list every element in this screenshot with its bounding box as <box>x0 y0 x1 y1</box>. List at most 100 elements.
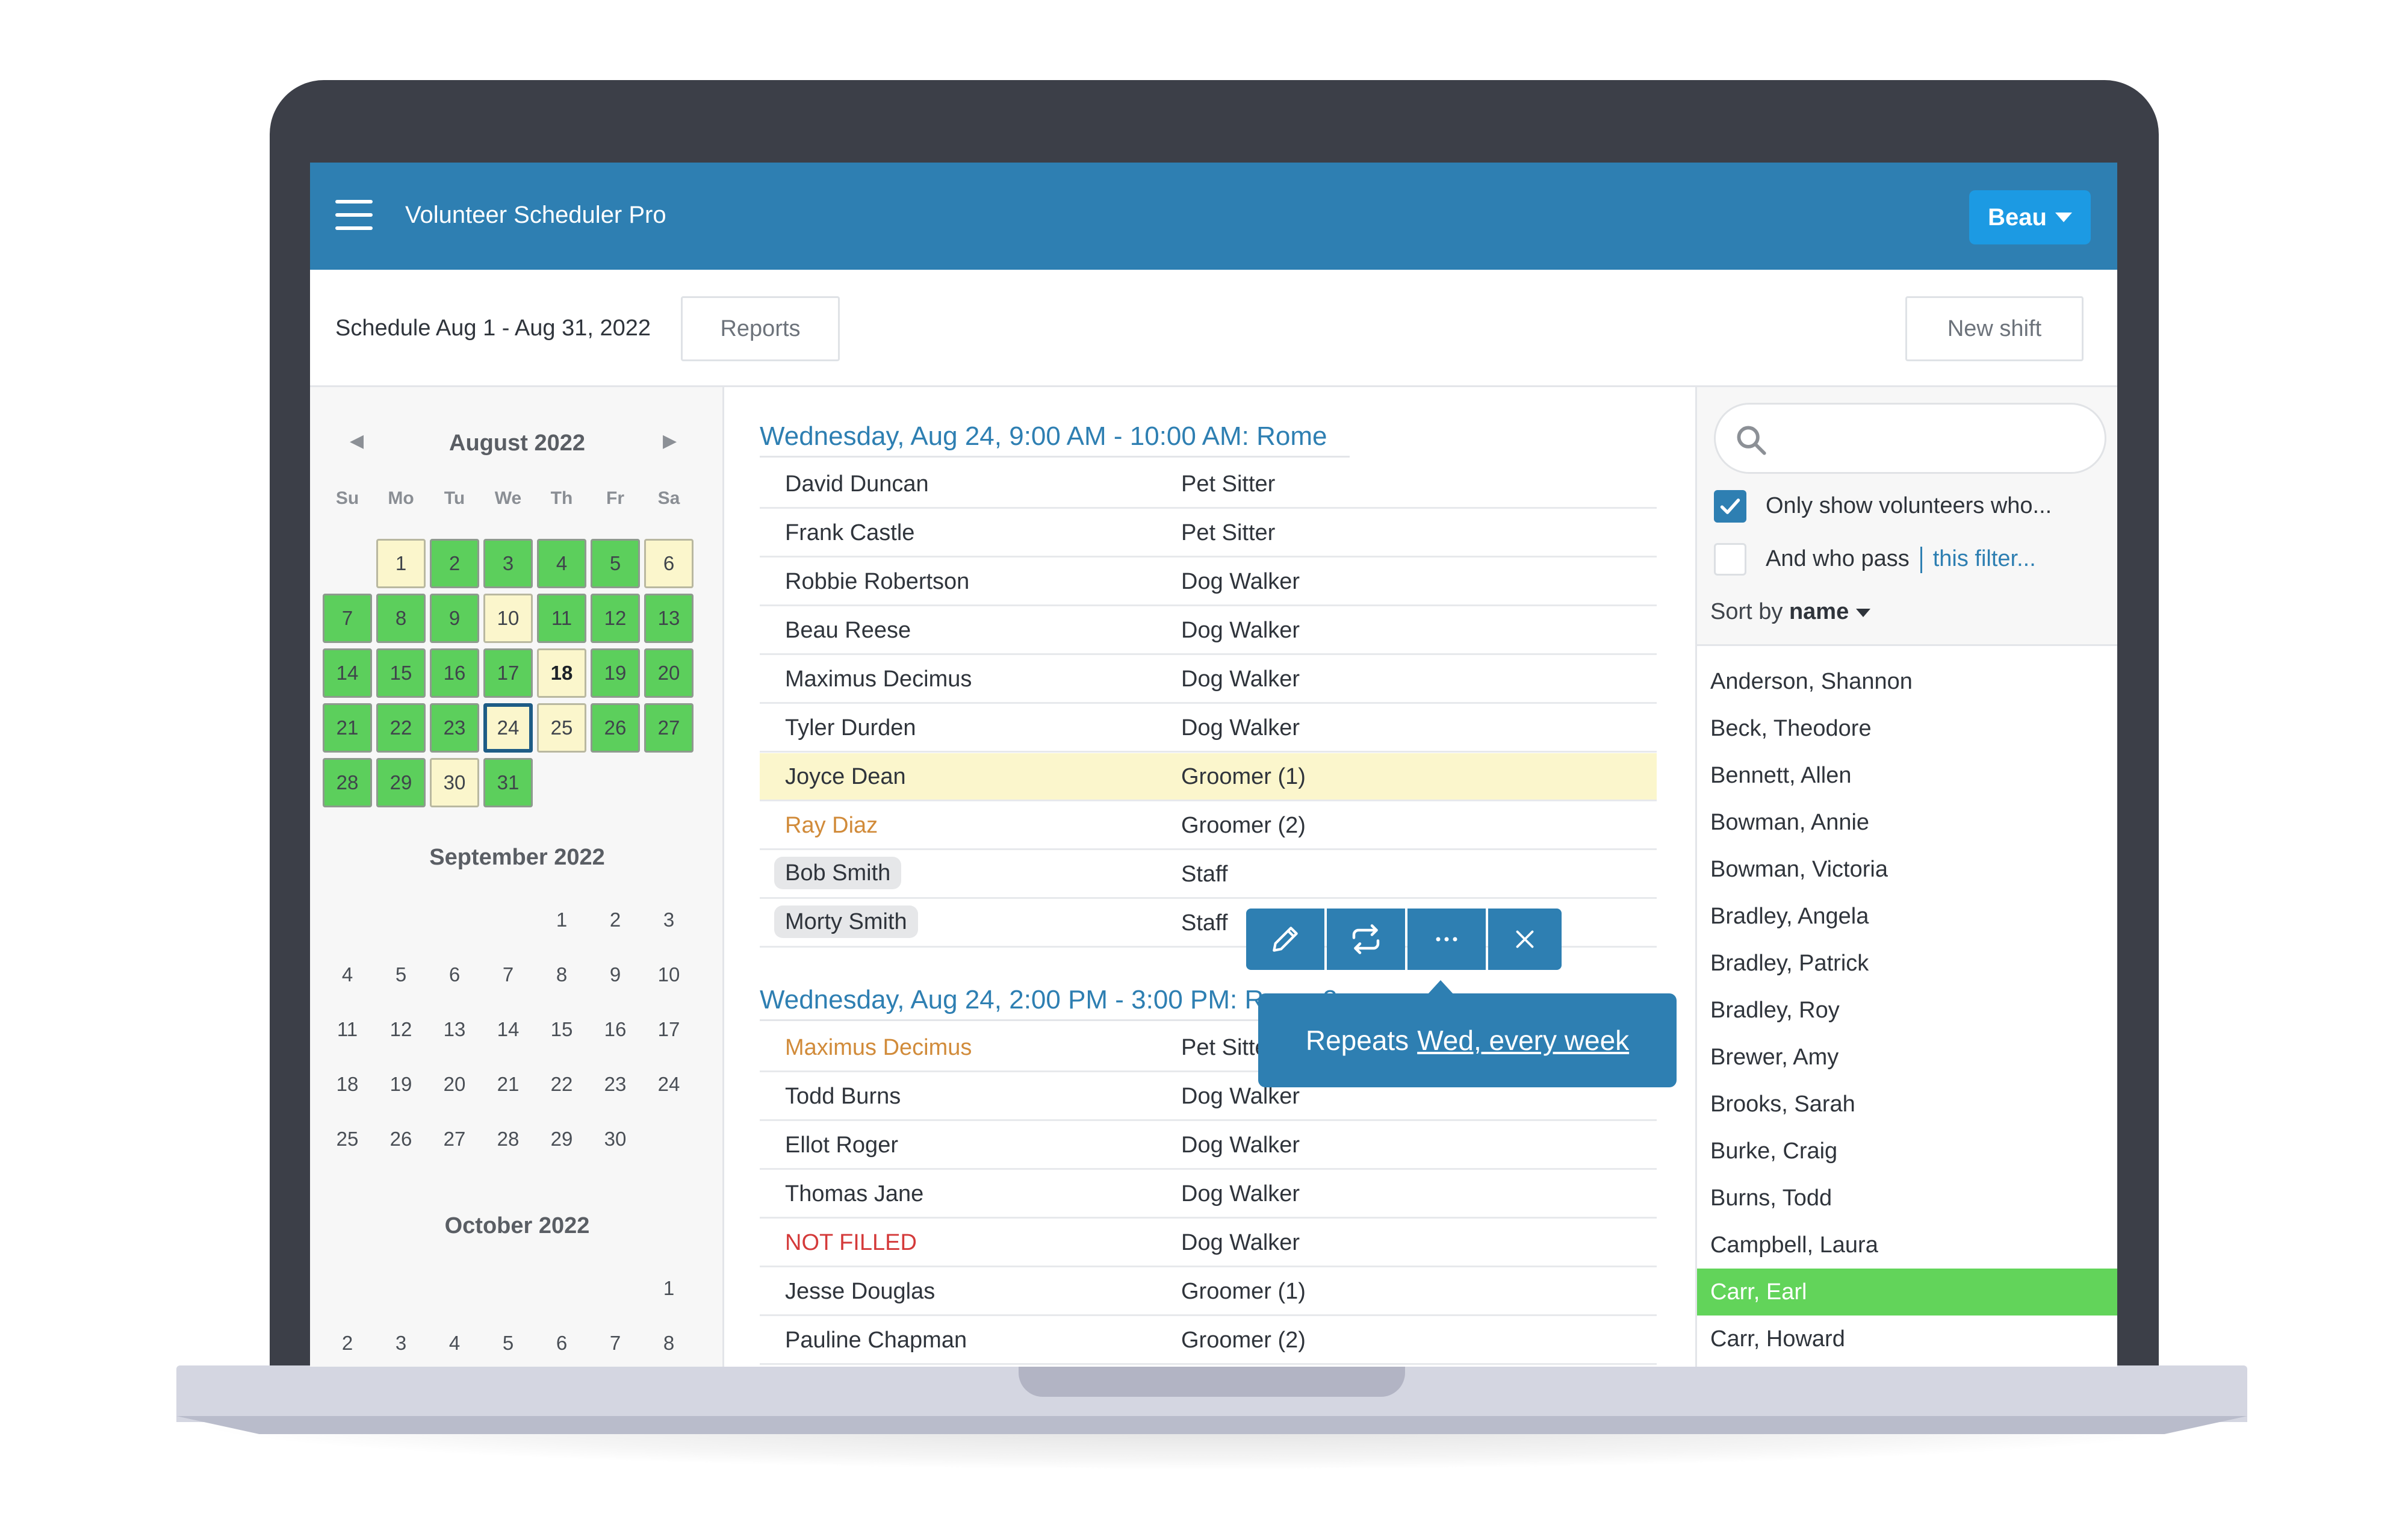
calendar-day[interactable]: 27 <box>443 1128 466 1150</box>
shift-row[interactable]: Beau Reese Dog Walker <box>760 607 1657 655</box>
volunteer-name[interactable]: Todd Burns <box>785 1084 901 1109</box>
calendar-day[interactable]: 13 <box>443 1018 466 1040</box>
calendar-day[interactable]: 16 <box>430 648 479 698</box>
calendar-day[interactable]: 8 <box>663 1332 675 1354</box>
shift-row[interactable]: Ellot Roger Dog Walker <box>760 1122 1657 1170</box>
calendar-day[interactable]: 7 <box>502 963 514 986</box>
shift-row[interactable]: Pauline Chapman Groomer (2) <box>760 1317 1657 1365</box>
remove-button[interactable] <box>1488 909 1562 970</box>
shift-title[interactable]: Wednesday, Aug 24, 2:00 PM - 3:00 PM: Ro… <box>760 985 1338 1014</box>
reports-button[interactable]: Reports <box>681 296 840 361</box>
calendar-day[interactable]: 6 <box>556 1332 568 1354</box>
more-options-button[interactable] <box>1407 909 1486 970</box>
volunteer-list-item[interactable]: Beck, Theodore <box>1710 716 1872 741</box>
calendar-day[interactable]: 19 <box>591 648 640 698</box>
shift-row[interactable]: Bob Smith Staff <box>760 851 1657 899</box>
calendar-day[interactable]: 17 <box>483 648 533 698</box>
volunteer-list-item[interactable]: Carr, Howard <box>1710 1326 1845 1352</box>
calendar-day[interactable]: 31 <box>483 758 533 807</box>
calendar-day[interactable]: 19 <box>389 1073 412 1095</box>
volunteer-list-item[interactable]: Bradley, Roy <box>1710 998 1840 1023</box>
volunteer-list-item[interactable]: Carr, Earl <box>1697 1269 2117 1316</box>
volunteer-name[interactable]: Jesse Douglas <box>785 1279 936 1304</box>
volunteer-name[interactable]: Frank Castle <box>785 520 915 545</box>
volunteer-list-item[interactable]: Bennett, Allen <box>1710 763 1852 788</box>
calendar-day[interactable]: 9 <box>609 963 621 986</box>
calendar-day[interactable]: 22 <box>376 703 426 753</box>
shift-row[interactable]: David Duncan Pet Sitter <box>760 461 1657 509</box>
volunteer-list-item[interactable]: Anderson, Shannon <box>1710 669 1913 694</box>
volunteer-list-item[interactable]: Bowman, Annie <box>1710 810 1870 835</box>
calendar-day[interactable]: 8 <box>556 963 568 986</box>
shift-row[interactable]: Jesse Douglas Groomer (1) <box>760 1268 1657 1316</box>
shift-row[interactable]: Maximus Decimus Dog Walker <box>760 656 1657 704</box>
next-month-arrow-icon[interactable]: ▶ <box>663 431 677 451</box>
repeat-rule-link[interactable]: Wed, every week <box>1417 1025 1630 1056</box>
calendar-day[interactable]: 12 <box>389 1018 412 1040</box>
user-menu-button[interactable]: Beau <box>1969 190 2091 244</box>
filter-link[interactable]: this filter... <box>1932 546 2036 571</box>
hamburger-menu-icon[interactable] <box>335 200 373 230</box>
calendar-day[interactable]: 12 <box>591 594 640 643</box>
calendar-day[interactable]: 25 <box>336 1128 359 1150</box>
volunteer-list-item[interactable]: Burke, Craig <box>1710 1138 1838 1164</box>
volunteer-name[interactable]: Joyce Dean <box>785 764 906 789</box>
repeat-button[interactable] <box>1327 909 1405 970</box>
shift-row[interactable]: Joyce Dean Groomer (1) <box>760 753 1657 801</box>
volunteer-name[interactable]: Maximus Decimus <box>785 666 972 692</box>
shift-row[interactable]: Ray Diaz Groomer (2) <box>760 802 1657 850</box>
calendar-day[interactable]: 10 <box>657 963 680 986</box>
calendar-day[interactable]: 26 <box>389 1128 412 1150</box>
calendar-day[interactable]: 17 <box>657 1018 680 1040</box>
calendar-day[interactable]: 2 <box>430 539 479 588</box>
calendar-day[interactable]: 7 <box>609 1332 621 1354</box>
calendar-day[interactable]: 7 <box>323 594 372 643</box>
calendar-day[interactable]: 1 <box>376 539 426 588</box>
shift-title[interactable]: Wednesday, Aug 24, 9:00 AM - 10:00 AM: R… <box>760 421 1327 451</box>
calendar-day[interactable]: 23 <box>430 703 479 753</box>
prev-month-arrow-icon[interactable]: ◀ <box>350 431 364 451</box>
calendar-day[interactable]: 1 <box>556 909 568 931</box>
calendar-day[interactable]: 3 <box>663 909 675 931</box>
calendar-day[interactable]: 16 <box>604 1018 627 1040</box>
volunteer-name[interactable]: NOT FILLED <box>785 1230 917 1255</box>
calendar-day[interactable]: 24 <box>657 1073 680 1095</box>
shift-row[interactable]: Robbie Robertson Dog Walker <box>760 558 1657 606</box>
calendar-day[interactable]: 4 <box>448 1332 461 1354</box>
only-show-checkbox[interactable] <box>1714 490 1746 523</box>
calendar-day[interactable]: 5 <box>502 1332 514 1354</box>
calendar-day[interactable]: 6 <box>448 963 461 986</box>
calendar-day[interactable]: 3 <box>395 1332 407 1354</box>
volunteer-name[interactable]: David Duncan <box>785 471 929 497</box>
calendar-day[interactable]: 20 <box>443 1073 466 1095</box>
calendar-day[interactable]: 6 <box>644 539 694 588</box>
volunteer-list-item[interactable]: Bowman, Victoria <box>1710 857 1888 882</box>
shift-row[interactable]: Frank Castle Pet Sitter <box>760 509 1657 558</box>
calendar-day[interactable]: 28 <box>497 1128 520 1150</box>
volunteer-list-item[interactable]: Campbell, Laura <box>1710 1232 1878 1258</box>
volunteer-list-item[interactable]: Brooks, Sarah <box>1710 1092 1855 1117</box>
calendar-day[interactable]: 1 <box>663 1277 675 1299</box>
calendar-day[interactable]: 20 <box>644 648 694 698</box>
calendar-day[interactable]: 10 <box>483 594 533 643</box>
calendar-day[interactable]: 28 <box>323 758 372 807</box>
calendar-day[interactable]: 24 <box>483 703 533 753</box>
volunteer-name[interactable]: Robbie Robertson <box>785 569 970 594</box>
calendar-day[interactable]: 5 <box>395 963 407 986</box>
volunteer-name[interactable]: Bob Smith <box>774 857 902 889</box>
calendar-day[interactable]: 25 <box>537 703 586 753</box>
shift-row[interactable]: NOT FILLED Dog Walker <box>760 1219 1657 1267</box>
calendar-day[interactable]: 9 <box>430 594 479 643</box>
volunteer-name[interactable]: Tyler Durden <box>785 715 916 741</box>
shift-row[interactable]: Morty Smith Staff <box>760 899 1657 948</box>
volunteer-name[interactable]: Maximus Decimus <box>785 1035 972 1060</box>
calendar-day[interactable]: 21 <box>323 703 372 753</box>
calendar-day[interactable]: 14 <box>497 1018 520 1040</box>
calendar-day[interactable]: 22 <box>550 1073 573 1095</box>
calendar-day[interactable]: 3 <box>483 539 533 588</box>
shift-row[interactable]: Tyler Durden Dog Walker <box>760 704 1657 753</box>
calendar-day[interactable]: 5 <box>591 539 640 588</box>
calendar-day[interactable]: 2 <box>609 909 621 931</box>
calendar-day[interactable]: 11 <box>537 594 586 643</box>
volunteer-name[interactable]: Thomas Jane <box>785 1181 924 1207</box>
